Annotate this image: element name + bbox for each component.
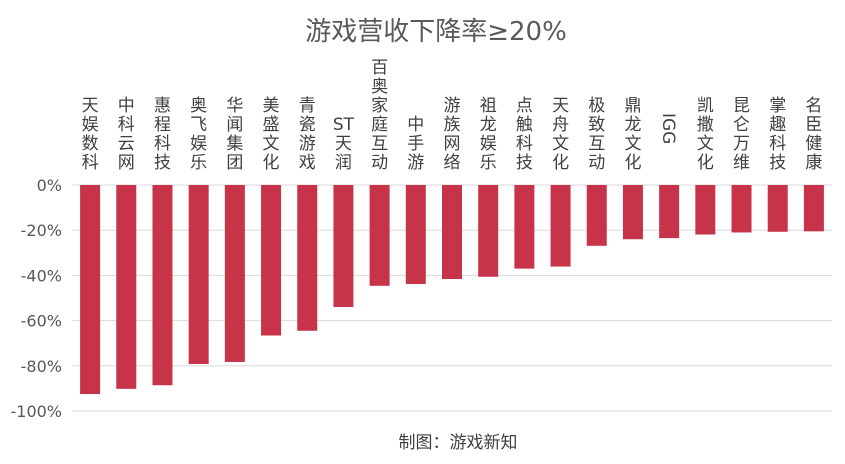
y-tick-label: -100% — [10, 402, 62, 421]
bar — [731, 185, 752, 233]
y-tick-label: -20% — [21, 221, 62, 240]
bar — [442, 185, 462, 280]
bar — [767, 185, 788, 232]
bar — [261, 185, 282, 336]
category-label: 昆仑万维 — [733, 96, 750, 173]
chart-credit: 制图：游戏新知 — [399, 433, 518, 453]
category-label: 百奥家庭互动 — [371, 58, 388, 173]
bar — [224, 185, 245, 362]
bar — [622, 185, 643, 240]
y-tick-label: -60% — [21, 312, 62, 331]
category-label: 中科云网 — [118, 96, 135, 173]
bar — [116, 185, 137, 389]
y-axis-ticks: 0% -20% -40% -60% -80% -100% — [10, 176, 62, 421]
category-label: 点触科技 — [516, 96, 533, 173]
bar — [586, 185, 607, 246]
bar — [659, 185, 680, 239]
category-label: 鼎龙文化 — [624, 96, 641, 173]
bar — [803, 185, 824, 232]
bar — [514, 185, 535, 269]
bar — [550, 185, 571, 267]
y-tick-label: 0% — [37, 176, 62, 195]
bar — [297, 185, 318, 331]
category-label: 奥飞娱乐 — [190, 96, 207, 173]
category-label: 凯撒文化 — [697, 96, 714, 173]
bar — [478, 185, 499, 277]
bar — [369, 185, 390, 286]
bar — [152, 185, 173, 386]
category-label: ST 天润 — [333, 115, 355, 173]
y-tick-label: -40% — [21, 266, 62, 285]
category-label: 天舟文化 — [552, 96, 569, 173]
category-label: 天娱数科 — [82, 96, 99, 173]
bars — [80, 185, 824, 395]
category-label: 名臣健康 — [805, 96, 822, 173]
bar — [80, 185, 101, 395]
category-label: 美盛文化 — [263, 96, 280, 173]
category-label: IGG — [658, 113, 678, 144]
category-label: 惠程科技 — [154, 96, 171, 173]
category-label: 青瓷游戏 — [299, 96, 316, 173]
chart-title: 游戏营收下降率≥20% — [305, 17, 567, 47]
category-label: 掌趣科技 — [769, 96, 786, 173]
category-label: 游族网络 — [444, 96, 461, 173]
bar — [695, 185, 716, 235]
category-label: 极致互动 — [588, 96, 605, 173]
bar — [188, 185, 209, 364]
category-label: 中手游 — [407, 115, 424, 173]
category-label: 祖龙娱乐 — [480, 96, 497, 173]
category-label: 华闻集团 — [226, 96, 243, 173]
y-tick-label: -80% — [21, 357, 62, 376]
bar — [333, 185, 354, 308]
bar — [405, 185, 426, 284]
